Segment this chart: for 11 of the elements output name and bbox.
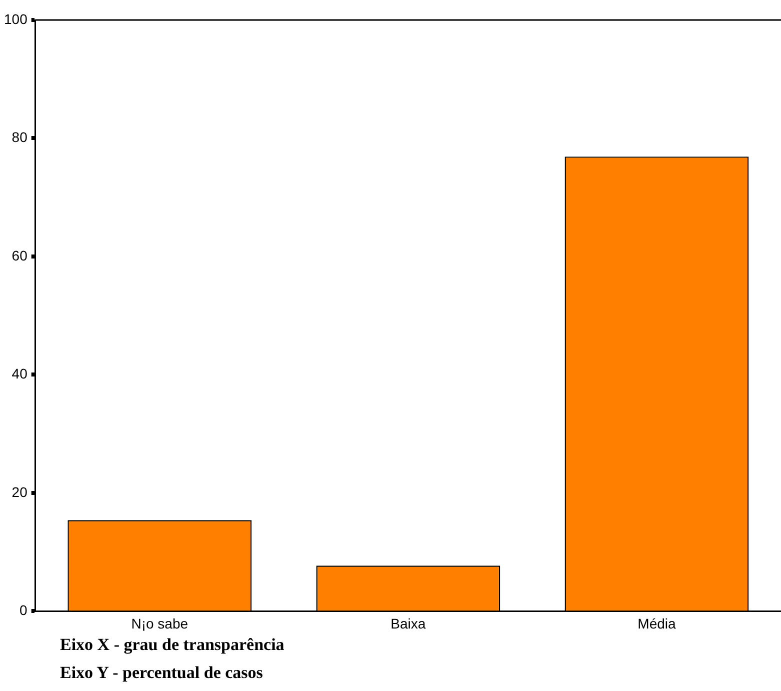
- y-tick-label: 20: [12, 484, 28, 500]
- y-tick-label: 0: [20, 602, 28, 618]
- x-tick-label: Média: [638, 615, 676, 632]
- text: Eixo Y - percentual de casos: [60, 662, 264, 684]
- y-tick-label: 80: [12, 129, 28, 146]
- y-tick-label: 60: [12, 247, 28, 264]
- x-tick-label: Baixa: [390, 615, 426, 632]
- y-tick-label: 100: [4, 10, 28, 27]
- y-tick-label: 40: [12, 366, 28, 382]
- text: Eixo X - grau de transparência: [60, 634, 284, 656]
- x-tick-label: N¡o sabe: [131, 615, 188, 632]
